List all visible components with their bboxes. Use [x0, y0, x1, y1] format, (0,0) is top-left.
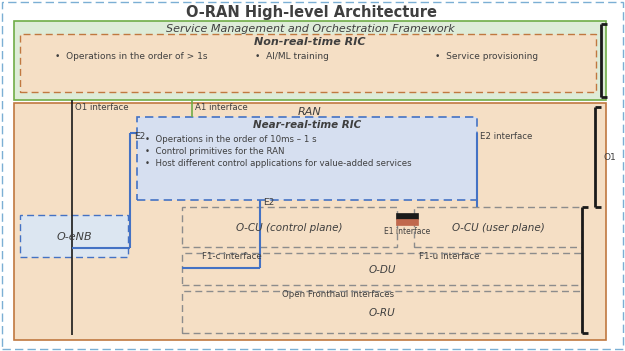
Text: O1 interface: O1 interface [75, 103, 129, 112]
Text: O1: O1 [604, 152, 617, 161]
Text: E1 interface: E1 interface [384, 227, 430, 236]
Bar [396, 219, 418, 225]
Text: Near-real-time RIC: Near-real-time RIC [253, 120, 361, 130]
Text: O-RAN High-level Architecture: O-RAN High-level Architecture [186, 5, 438, 20]
Text: Service Management and Orchestration Framework: Service Management and Orchestration Fra… [166, 24, 454, 34]
Bar [182, 253, 582, 285]
Text: Open Fronthaul interfaces: Open Fronthaul interfaces [282, 290, 394, 299]
Bar [14, 103, 606, 340]
Bar [182, 207, 397, 247]
Text: Non-real-time RIC: Non-real-time RIC [254, 37, 366, 47]
Bar [137, 117, 477, 200]
Bar [396, 213, 418, 219]
Text: O-eNB: O-eNB [56, 232, 92, 242]
Text: •  Service provisioning: • Service provisioning [435, 52, 538, 61]
Text: •  AI/ML training: • AI/ML training [255, 52, 329, 61]
Bar [20, 34, 596, 92]
Text: •  Host different control applications for value-added services: • Host different control applications fo… [145, 159, 412, 168]
Text: E2: E2 [263, 198, 274, 207]
Text: •  Control primitives for the RAN: • Control primitives for the RAN [145, 147, 284, 156]
Text: O-CU (control plane): O-CU (control plane) [236, 223, 342, 233]
Text: F1-u interface: F1-u interface [419, 252, 479, 261]
Text: O-RU: O-RU [369, 308, 396, 318]
Bar [182, 291, 582, 333]
Bar [20, 215, 128, 257]
Text: E2 interface: E2 interface [480, 132, 532, 141]
Text: •  Operations in the order of 10ms – 1 s: • Operations in the order of 10ms – 1 s [145, 135, 317, 144]
Text: •  Operations in the order of > 1s: • Operations in the order of > 1s [55, 52, 208, 61]
Text: RAN: RAN [298, 107, 322, 117]
Bar [14, 21, 606, 100]
Text: E2: E2 [134, 132, 145, 141]
Text: F1-c interface: F1-c interface [202, 252, 262, 261]
Bar [414, 207, 582, 247]
Text: O-CU (user plane): O-CU (user plane) [452, 223, 544, 233]
Text: O-DU: O-DU [368, 265, 396, 275]
Text: A1 interface: A1 interface [195, 103, 248, 112]
